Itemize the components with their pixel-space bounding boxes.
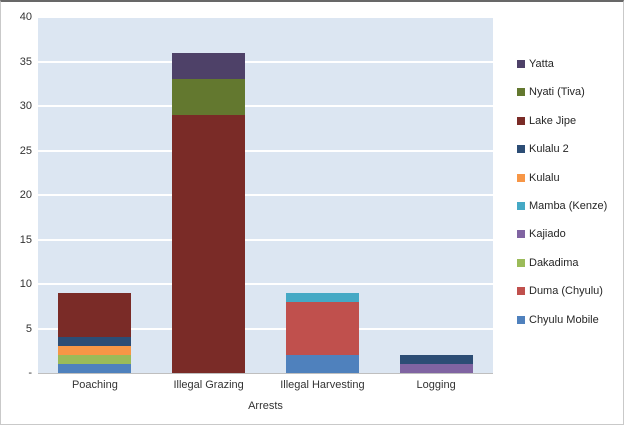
y-tick-label: 35 <box>19 55 32 68</box>
legend-swatch-icon <box>517 287 525 296</box>
bar-illegal-grazing <box>172 52 246 373</box>
bar-segment-chyulu-mobile <box>58 364 132 373</box>
legend-label: Dakadima <box>529 256 579 269</box>
legend-swatch-icon <box>517 145 525 154</box>
legend-label: Kajiado <box>529 228 566 241</box>
bar-segment-lake-jipe <box>58 292 132 338</box>
gridline <box>38 60 493 63</box>
bar-segment-kulalu <box>58 346 132 356</box>
x-axis-labels: Poaching Illegal Grazing Illegal Harvestin… <box>38 379 493 391</box>
gridline <box>38 149 493 152</box>
legend-label: Yatta <box>529 58 554 70</box>
y-axis-labels: - 5 10 15 20 25 30 35 40 <box>1 11 32 379</box>
y-tick-label: 15 <box>19 233 32 246</box>
legend-item-chyulu-mobile: Chyulu Mobile <box>517 313 623 326</box>
plot-area <box>38 16 493 374</box>
legend-swatch-icon <box>517 173 525 182</box>
bar-segment-kulalu-2 <box>58 337 132 347</box>
gridline <box>38 194 493 196</box>
legend-label: Nyati (Tiva) <box>529 86 585 99</box>
y-tick-label: - <box>28 367 32 379</box>
bar-segment-kulalu-2 <box>399 355 473 365</box>
bar-segment-nyati-tiva- <box>172 79 246 115</box>
bar-logging <box>399 355 473 373</box>
bar-segment-chyulu-mobile <box>285 355 359 373</box>
gridline <box>38 327 493 330</box>
y-tick-label: 10 <box>19 278 32 290</box>
x-tick-label: Logging <box>416 379 456 391</box>
legend-label: Mamba (Kenze) <box>529 199 608 212</box>
legend-label: Lake Jipe <box>529 114 577 127</box>
y-tick-label: 20 <box>19 189 32 201</box>
legend-swatch-icon <box>517 315 525 324</box>
legend-item-duma-chyulu-: Duma (Chyulu) <box>517 286 623 297</box>
legend-swatch-icon <box>517 88 525 97</box>
y-tick-label: 25 <box>19 144 32 157</box>
legend-item-kulalu: Kulalu <box>517 171 623 184</box>
bar-segment-dakadima <box>58 355 132 365</box>
x-tick-label: Poaching <box>71 379 118 391</box>
bar-segment-kajiado <box>399 364 473 373</box>
bar-illegal-harvesting <box>285 292 359 373</box>
x-tick-label: Illegal Grazing <box>173 379 244 391</box>
legend-item-dakadima: Dakadima <box>517 256 623 269</box>
legend: Yatta Nyati (Tiva) Lake Jipe Kulalu 2 Kulalu… <box>517 59 623 343</box>
y-tick-label: 30 <box>19 100 32 112</box>
x-axis-title: Arrests <box>248 400 283 412</box>
gridline <box>38 105 493 107</box>
gridline <box>38 283 493 285</box>
legend-item-mamba-kenze-: Mamba (Kenze) <box>517 199 623 212</box>
bar-poaching <box>58 292 132 373</box>
legend-label: Kulalu 2 <box>529 143 569 156</box>
gridline <box>38 238 493 241</box>
legend-swatch-icon <box>517 201 525 210</box>
bar-segment-duma-chyulu- <box>285 301 359 356</box>
y-tick-label: 40 <box>19 11 32 23</box>
legend-item-yatta: Yatta <box>517 59 623 70</box>
gridline <box>38 16 493 18</box>
legend-swatch-icon <box>517 258 525 267</box>
bar-segment-mamba-kenze- <box>285 292 359 302</box>
y-tick-label: 5 <box>25 322 32 335</box>
legend-label: Kulalu <box>529 171 560 184</box>
legend-item-lake-jipe: Lake Jipe <box>517 114 623 127</box>
bar-segment-lake-jipe <box>172 114 246 373</box>
legend-item-kajiado: Kajiado <box>517 229 623 240</box>
legend-label: Chyulu Mobile <box>529 313 599 326</box>
x-tick-label: Illegal Harvesting <box>280 379 365 391</box>
legend-swatch-icon <box>517 116 525 125</box>
legend-item-nyati-tiva-: Nyati (Tiva) <box>517 87 623 98</box>
legend-item-kulalu-2: Kulalu 2 <box>517 144 623 155</box>
legend-swatch-icon <box>517 230 525 239</box>
legend-swatch-icon <box>517 60 525 68</box>
legend-label: Duma (Chyulu) <box>529 285 603 298</box>
bar-segment-yatta <box>172 52 246 80</box>
